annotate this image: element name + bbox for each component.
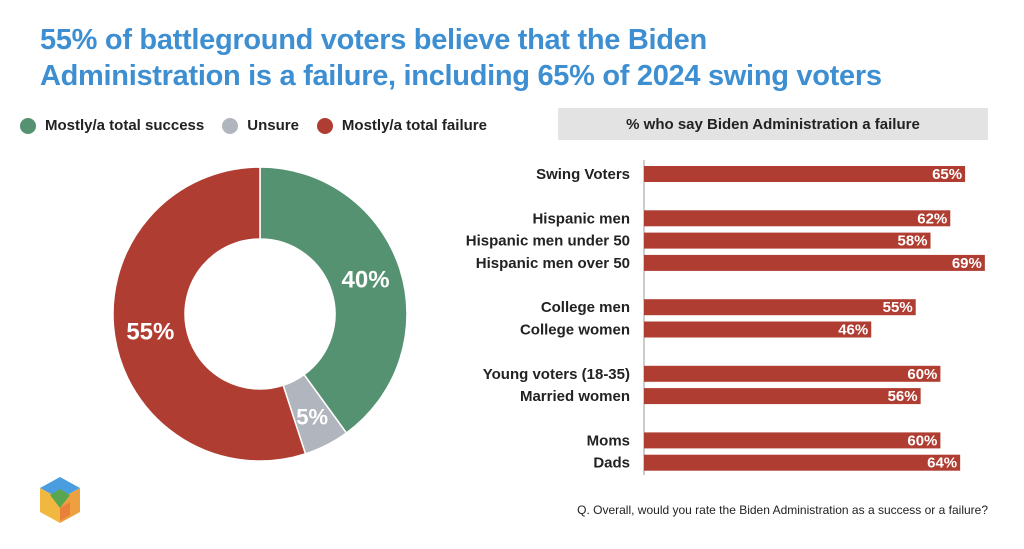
legend-label: Mostly/a total success — [45, 117, 205, 134]
footnote: Q. Overall, would you rate the Biden Adm… — [577, 503, 988, 517]
bar — [644, 232, 931, 249]
title-line-2: Administration is a failure, including 6… — [40, 60, 882, 92]
bar-category-label: Swing Voters — [536, 166, 630, 183]
bar-value-label: 58% — [897, 233, 927, 250]
bar-category-label: Married women — [520, 388, 630, 405]
chart-title: 55% of battleground voters believe that … — [40, 22, 882, 94]
legend-label: Unsure — [247, 117, 299, 134]
bar-value-label: 60% — [907, 432, 937, 449]
bar-category-label: College men — [541, 299, 630, 316]
bar — [644, 321, 872, 338]
donut-label: 5% — [296, 404, 328, 429]
bar-category-label: Dads — [593, 455, 630, 472]
bar-value-label: 62% — [917, 210, 947, 227]
bar — [644, 388, 921, 405]
legend-swatch — [20, 117, 36, 134]
bar-category-label: Hispanic men over 50 — [476, 255, 630, 272]
legend-item-unsure: Unsure — [222, 117, 299, 134]
bar-value-label: 60% — [907, 366, 937, 383]
bar-value-label: 56% — [888, 388, 918, 405]
legend-label: Mostly/a total failure — [341, 117, 487, 134]
legend: Mostly/a total success Unsure Mostly/a t… — [20, 117, 487, 134]
bar-value-label: 64% — [927, 455, 957, 472]
legend-swatch — [222, 117, 239, 134]
legend-item-failure: Mostly/a total failure — [316, 117, 487, 134]
bar-category-label: Hispanic men under 50 — [466, 233, 630, 250]
donut-label: 55% — [126, 318, 174, 345]
bar — [644, 210, 951, 227]
bar — [644, 432, 941, 449]
bar — [644, 365, 941, 382]
donut-slice — [112, 166, 307, 462]
bar-category-label: Moms — [587, 432, 630, 449]
donut-label: 40% — [342, 267, 390, 294]
bar — [644, 454, 961, 471]
logo-icon — [40, 477, 80, 523]
bar-value-label: 46% — [838, 322, 868, 339]
donut-slice — [259, 166, 408, 434]
bar-value-label: 65% — [932, 166, 962, 183]
legend-item-success: Mostly/a total success — [20, 117, 204, 134]
bar-category-label: College women — [520, 322, 630, 339]
bar-category-label: Hispanic men — [532, 210, 630, 227]
bar-value-label: 55% — [883, 299, 913, 316]
title-line-1: 55% of battleground voters believe that … — [40, 24, 707, 56]
bar-value-label: 69% — [952, 255, 982, 272]
bar — [644, 299, 916, 316]
legend-swatch — [316, 117, 333, 134]
bar — [644, 166, 966, 182]
bar — [644, 254, 985, 271]
bar-category-label: Young voters (18-35) — [483, 366, 630, 383]
bar-chart-title: % who say Biden Administration a failure — [558, 108, 988, 140]
